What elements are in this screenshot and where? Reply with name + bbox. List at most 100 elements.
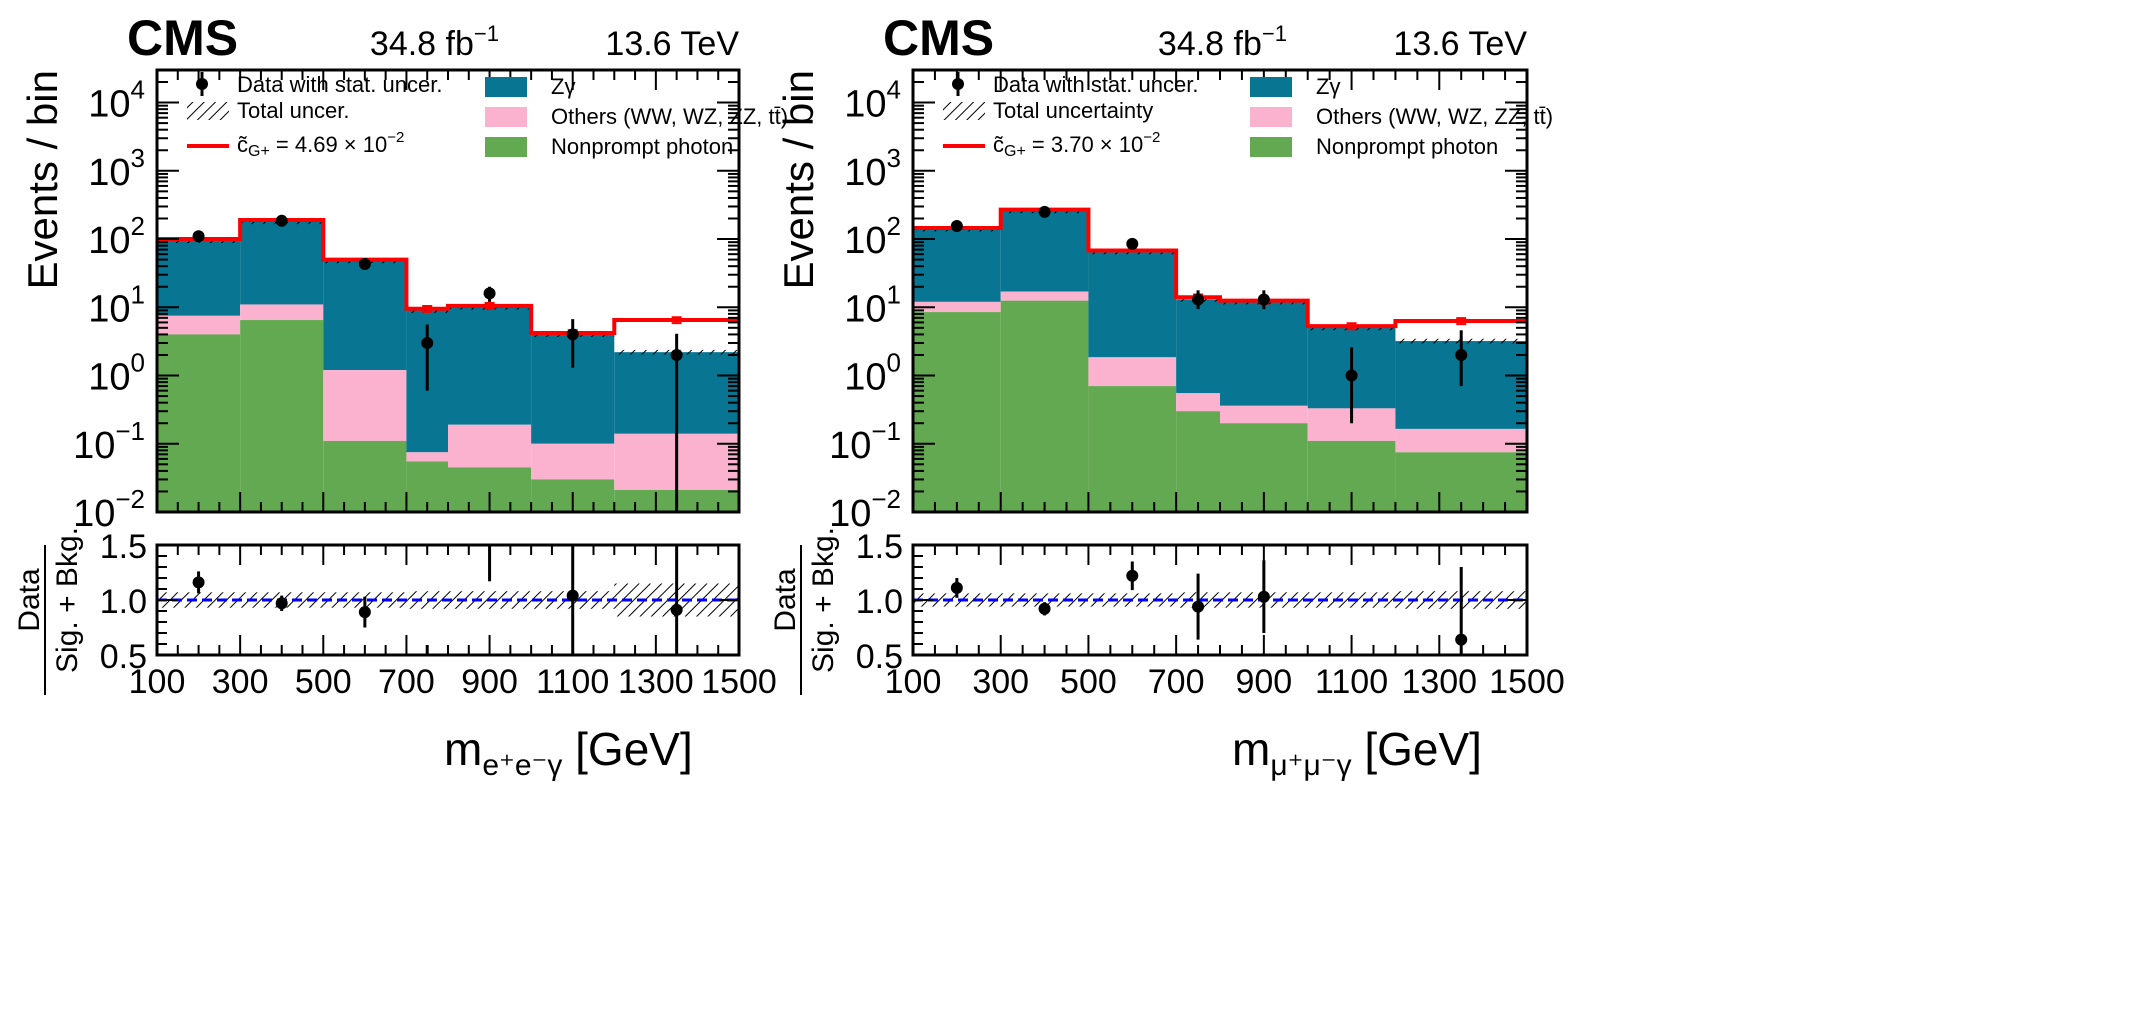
bar-others [531,443,615,480]
signal-error-bar [1346,322,1357,331]
y-tick-exponent: 0 [887,348,901,378]
x-tick-label: 100 [129,663,186,701]
data-point [421,336,434,349]
bar-zgamma [913,229,1001,302]
x-tick-label: 300 [212,663,269,701]
legend-nonprompt-label: Nonprompt photon [551,134,733,159]
bar-others [1088,357,1177,387]
bar-others [1395,428,1527,453]
y-axis-label: Events / bin [19,70,66,289]
x-axis-label: mμ⁺μ⁻γ [GeV] [1232,723,1482,782]
y-tick-exponent: 2 [887,211,901,241]
y-tick-exponent: 2 [131,211,145,241]
y-tick-exponent: −2 [115,484,145,514]
ratio-point [1038,602,1051,615]
legend-signal-label: c̃G+ = 4.69 × 10−2 [237,129,404,160]
bar-others [240,304,324,321]
legend-signal-value: = 4.69 × 10 [270,132,387,157]
signal-error-bar [671,316,682,325]
legend-zgamma-swatch [1250,77,1292,97]
ratio-uncertainty-band [1000,593,1089,607]
legend-uncertainty-label: Total uncer. [237,98,350,123]
bar-zgamma [1176,299,1220,394]
data-point [1192,293,1205,306]
legend-others-label: Others (WW, WZ, ZZ, tt̄) [551,104,788,129]
legend-zgamma-label: Zγ [551,74,575,99]
bar-others [323,370,407,441]
ratio-y-tick-label: 1.0 [856,583,903,621]
panel-eegamma: 1 0 −2 10−1 100 101 102 103 104 100 300 500 700 900 11… [13,10,788,782]
ratio-point [1455,633,1468,646]
y-tick-exponent: 1 [131,279,145,309]
ratio-y-tick-label: 0.5 [100,638,147,676]
legend-signal-sub: G+ [248,143,270,160]
ratio-point [275,597,288,610]
x-tick-label: 900 [1235,663,1292,701]
data-point [358,258,371,271]
legend-signal-value: = 3.70 × 10 [1026,132,1143,157]
luminosity-label: 34.8 fb−1 [370,21,499,63]
x-tick-label: 700 [378,663,435,701]
legend-others-swatch [1250,107,1292,127]
ratio-y-tick-label: 0.5 [856,638,903,676]
data-point [275,214,288,227]
bar-nonprompt [1176,411,1220,512]
x-axis-label-unit: [GeV] [562,723,692,775]
bar-nonprompt [913,312,1001,512]
bar-nonprompt [240,320,324,512]
y-tick-label: 100 [844,348,901,399]
y-tick-exponent: 1 [887,279,901,309]
data-point [1126,237,1139,250]
ratio-uncertainty-band [157,592,241,608]
x-axis-label: me⁺e⁻γ [GeV] [444,723,693,782]
bar-nonprompt [323,440,407,512]
ratio-point [950,581,963,594]
luminosity-label: 34.8 fb−1 [1158,21,1287,63]
legend-zgamma-label: Zγ [1316,74,1340,99]
bar-zgamma [1088,251,1177,358]
bar-nonprompt [157,334,241,512]
x-axis-label-unit: [GeV] [1352,723,1482,775]
bar-zgamma [1220,301,1308,406]
bar-others [1220,405,1308,424]
y-tick-exponent: 4 [887,75,901,105]
y-tick-exponent: −1 [871,416,901,446]
x-tick-label: 1300 [1401,663,1477,701]
energy-label: 13.6 TeV [1393,25,1527,63]
y-tick-exponent: −2 [871,484,901,514]
ratio-y-label-numerator: Data [769,568,802,632]
bar-nonprompt [1000,300,1089,512]
ratio-point [1257,590,1270,603]
legend-nonprompt-label: Nonprompt photon [1316,134,1498,159]
cms-logo: CMS [127,10,238,66]
panel-mumugamma: 1 0 −2 10−1 100 101 102 103 104 100 300 500 700 900 11… [769,10,1565,782]
y-tick-label: 10−1 [73,416,145,467]
ratio-point [1126,569,1139,582]
legend-others-label: Others (WW, WZ, ZZ, tt̄) [1316,104,1553,129]
cms-logo: CMS [883,10,994,66]
data-point [1455,348,1468,361]
bar-others [1176,393,1220,412]
y-tick-label: 104 [88,75,145,126]
data-point [1345,369,1358,382]
legend-signal-exp: −2 [387,129,404,146]
ratio-point [566,589,579,602]
legend-uncertainty-icon [187,102,229,120]
bar-others [448,424,532,468]
y-tick-label: 103 [88,143,145,194]
ratio-point [670,603,683,616]
data-point [950,220,963,233]
y-tick-label: 102 [88,211,145,262]
data-point [483,287,496,300]
legend-data-label: Data with stat. uncer. [993,72,1198,97]
legend-data-marker [196,78,208,90]
ratio-y-tick-label: 1.5 [856,528,903,566]
bar-others [157,315,241,335]
ratio-point [358,606,371,619]
x-tick-label: 500 [1060,663,1117,701]
x-tick-label: 300 [972,663,1029,701]
signal-error-bar [484,302,495,310]
x-axis-label-subscript: e⁺e⁻γ [482,749,562,782]
ratio-y-tick-label: 1.0 [100,583,147,621]
